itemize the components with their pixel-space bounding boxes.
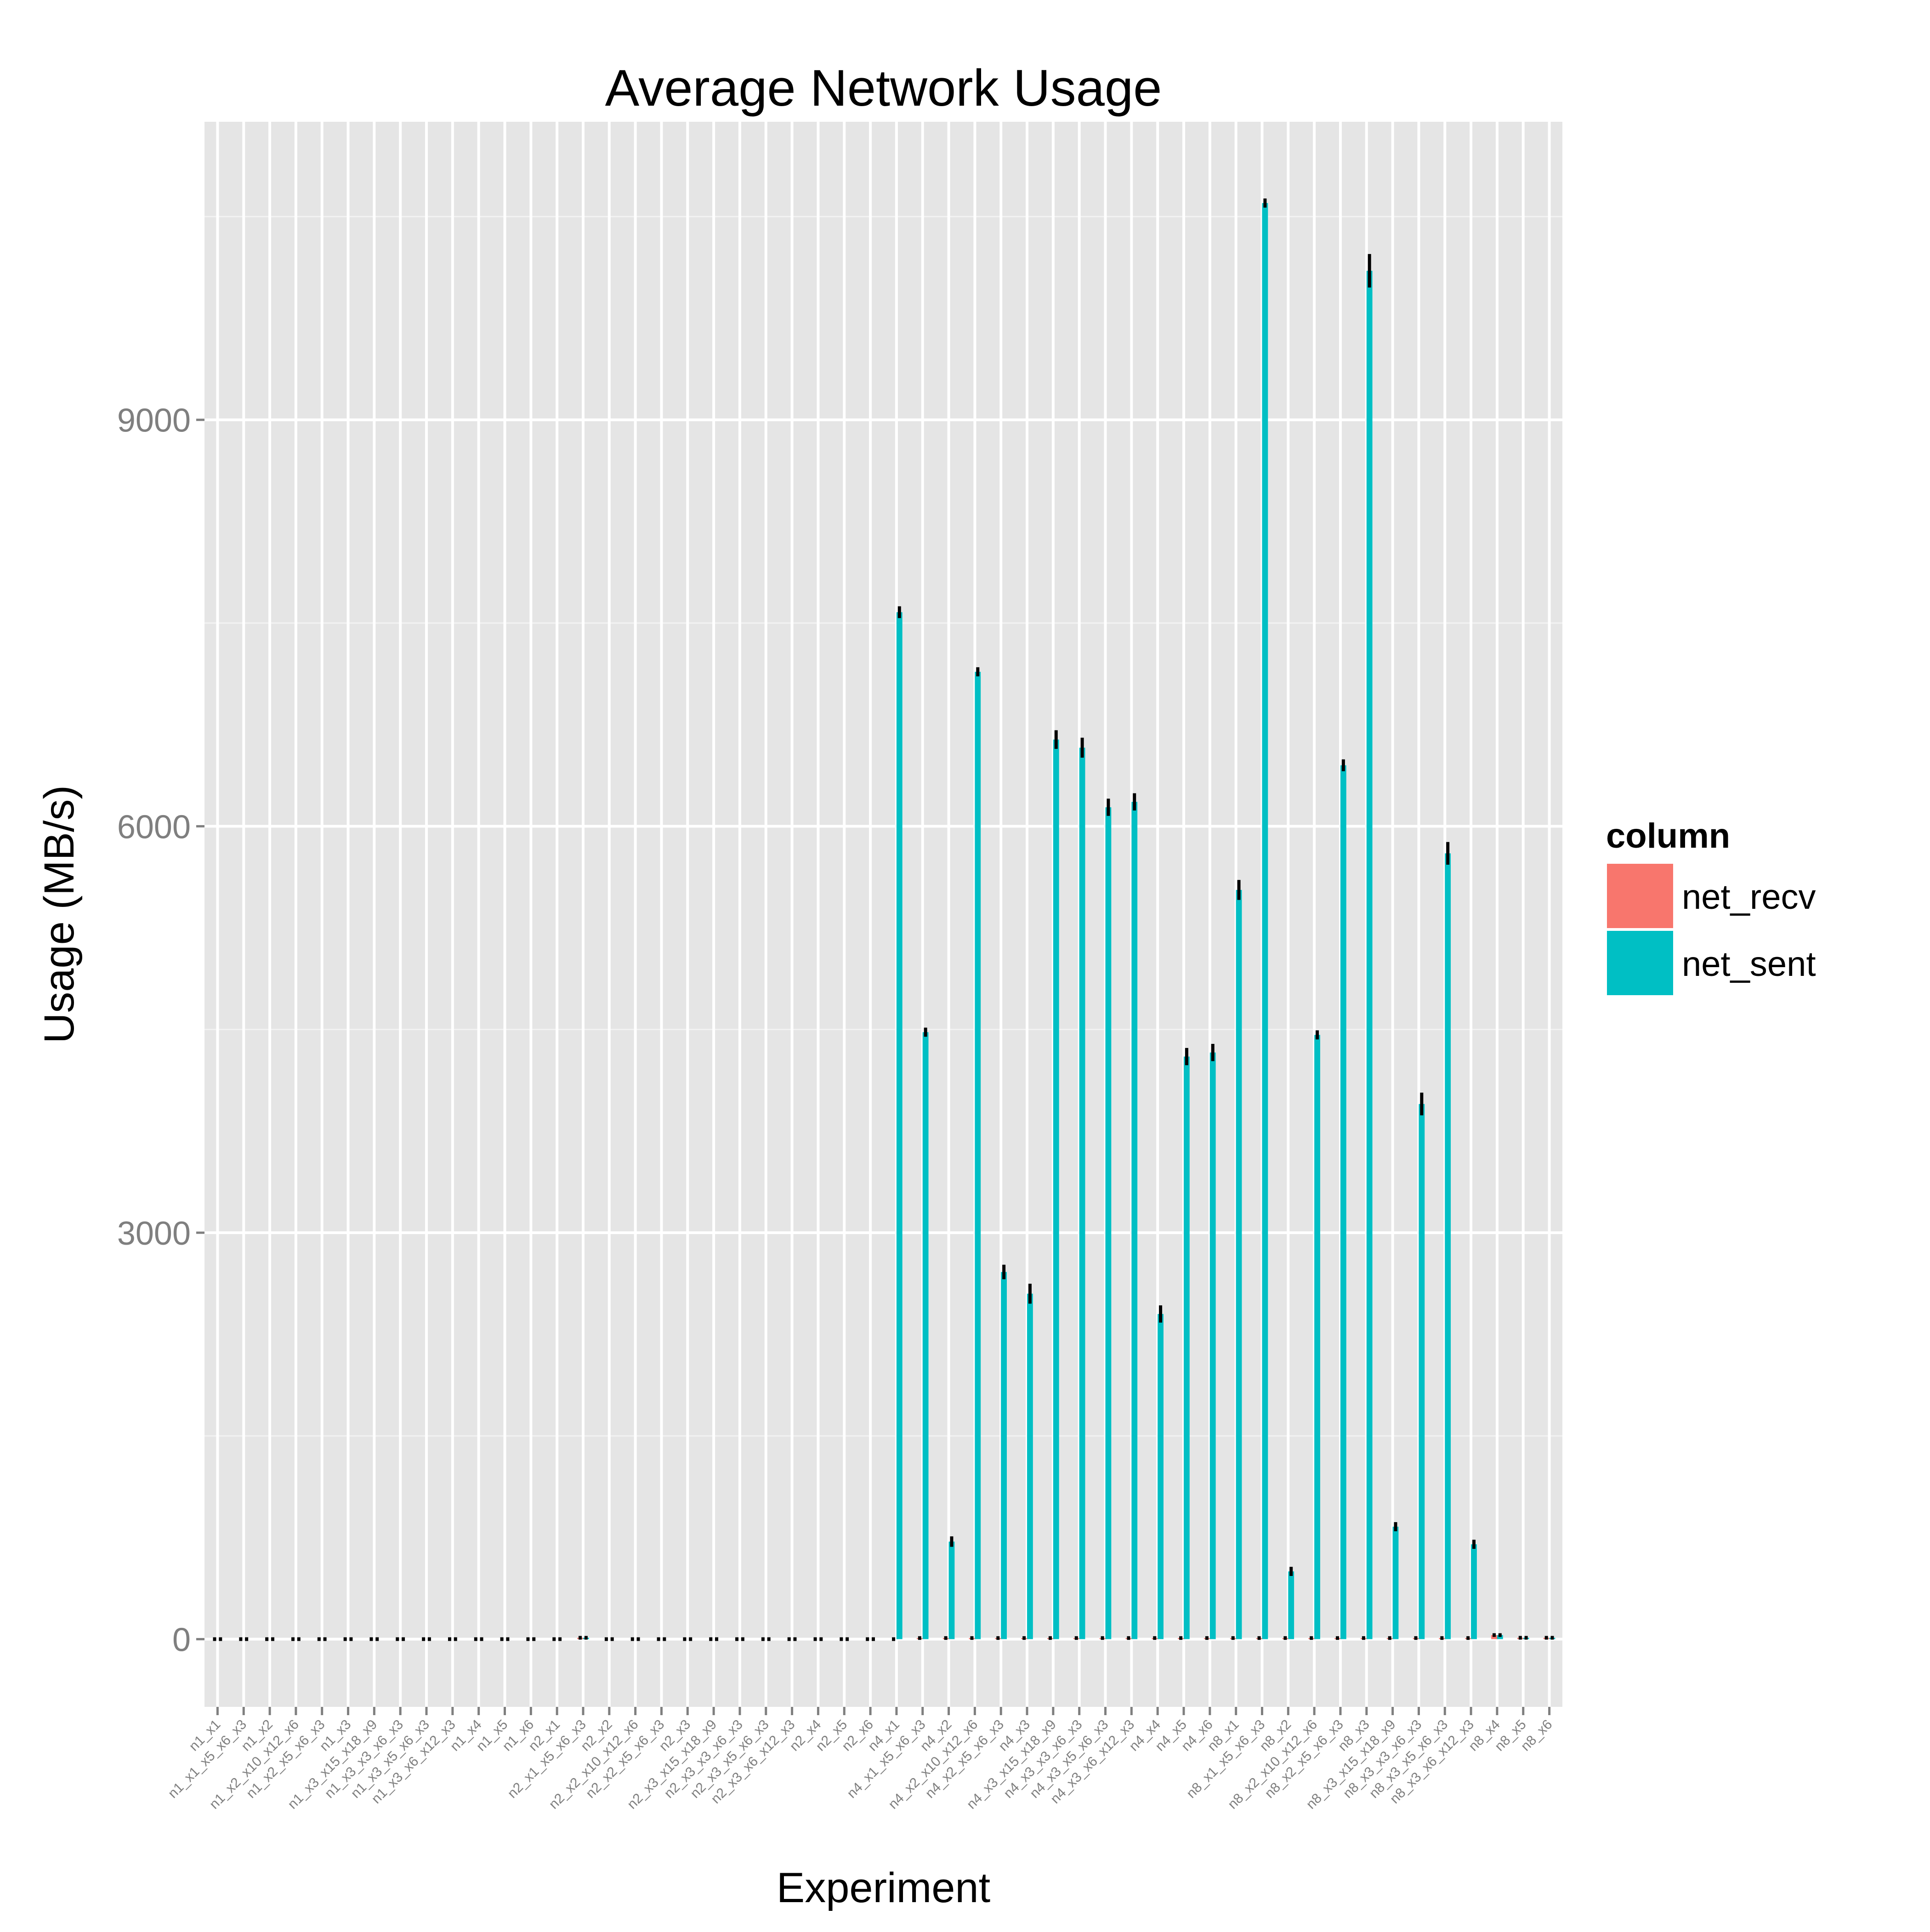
legend-key-net_recv [1607,864,1673,928]
bar-net_sent-n8_x3_x3_x6_x3 [1419,1104,1425,1639]
legend-key-net_sent [1607,931,1673,995]
legend-title: column [1606,816,1730,856]
errorbars-layer [213,198,1554,1641]
bar-net_sent-n8_x3_x15_x18_x9 [1392,1526,1399,1639]
legend: column net_recv net_sent [1606,816,1816,995]
bar-net_sent-n4_x6 [1209,1052,1216,1639]
bar-net_recv-n8_x4 [1491,1635,1497,1639]
bar-net_sent-n8_x1 [1236,890,1242,1639]
bar-net_sent-n8_x2 [1288,1571,1294,1639]
bar-net_sent-n8_x2_x10_x12_x6 [1314,1035,1320,1639]
bar-net_sent-n4_x2 [948,1541,955,1639]
legend-label-net_sent: net_sent [1682,945,1816,984]
bar-net_sent-n8_x1_x5_x6_x3 [1262,203,1268,1639]
bar-net_sent-n8_x4 [1497,1635,1503,1639]
bar-net_sent-n4_x1_x5_x6_x3 [922,1032,929,1639]
chart-title: Average Network Usage [605,59,1162,117]
bar-net_sent-n4_x2_x5_x6_x3 [1001,1272,1007,1639]
legend-items: net_recv net_sent [1607,864,1816,995]
bar-net_sent-n4_x3_x3_x6_x3 [1079,748,1085,1639]
y-tick-label: 3000 [117,1215,191,1252]
bar-net_sent-n4_x3_x5_x6_x3 [1105,807,1112,1639]
bar-net_sent-n8_x2_x5_x6_x3 [1340,765,1346,1639]
plot-panel [204,122,1562,1707]
bar-net_sent-n4_x1 [896,612,903,1639]
bar-net_sent-n4_x5 [1184,1056,1190,1639]
y-tick-label: 0 [172,1622,191,1659]
bars-layer [577,203,1555,1639]
bar-net_sent-n8_x3_x6_x12_x3 [1471,1544,1477,1639]
x-axis-label: Experiment [777,1864,990,1911]
legend-label-net_recv: net_recv [1682,878,1816,917]
bar-net_sent-n4_x4 [1158,1314,1164,1639]
bar-net_sent-n8_x3 [1366,271,1373,1639]
y-tick-label: 6000 [117,809,191,845]
bar-net_sent-n4_x3_x6_x12_x3 [1131,802,1138,1639]
bar-net_sent-n8_x3_x5_x6_x3 [1445,853,1451,1639]
bar-net_sent-n4_x3_x15_x18_x9 [1053,739,1059,1639]
minor-gridlines [204,215,1562,1437]
y-axis-label: Usage (MB/s) [36,785,83,1043]
bar-net_sent-n4_x2_x10_x12_x6 [975,672,981,1639]
bar-net_sent-n4_x3 [1027,1293,1033,1639]
y-axis: 0 3000 6000 9000 [117,402,204,1659]
y-tick-label: 9000 [117,402,191,439]
